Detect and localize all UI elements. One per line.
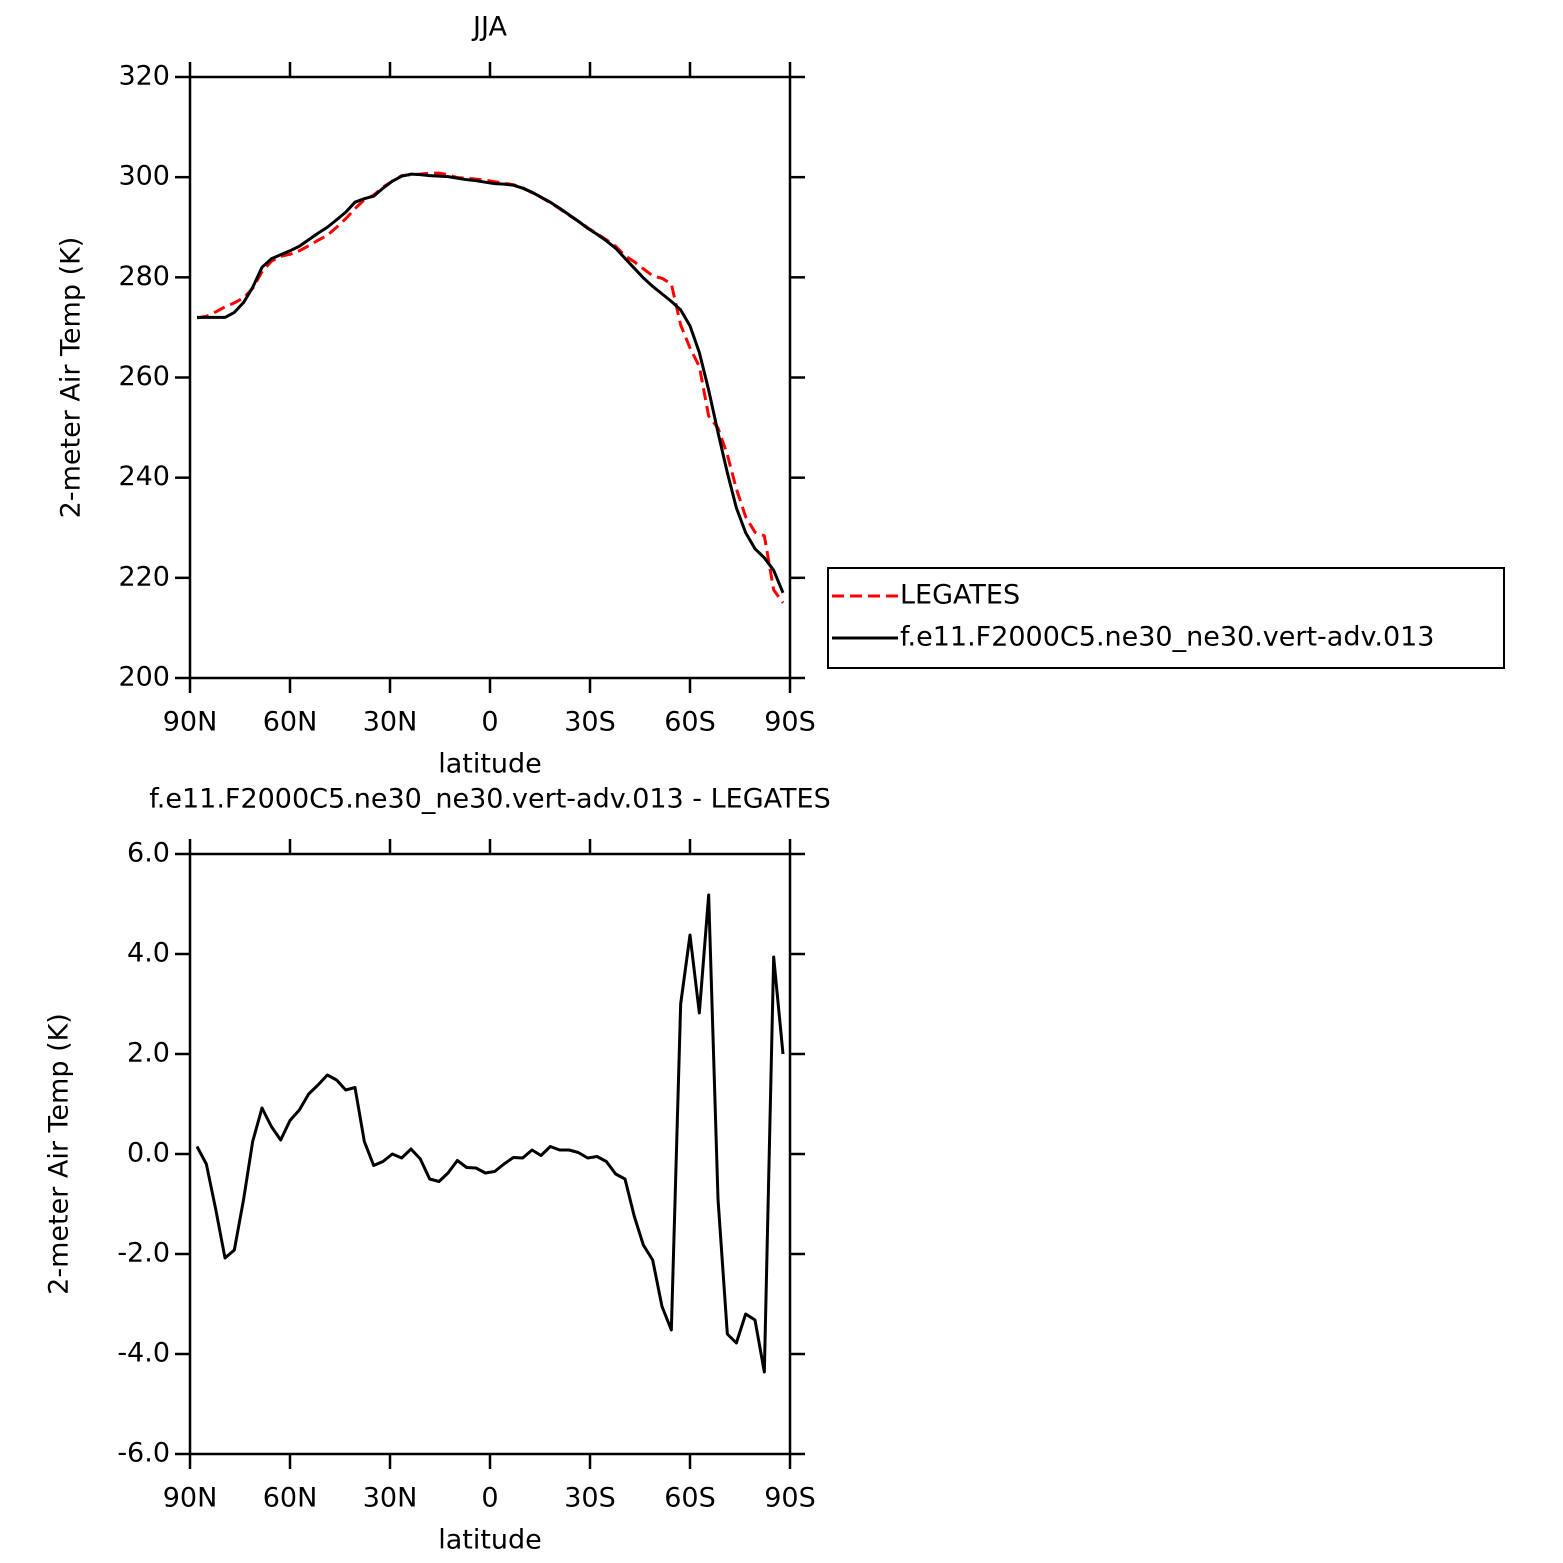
- series-line: [197, 172, 785, 594]
- x-tick-label: 0: [481, 707, 498, 738]
- x-tick-label: 60N: [263, 707, 318, 738]
- y-tick-label: 6.0: [127, 838, 170, 869]
- series-line: [195, 893, 785, 1374]
- y-tick-label: 220: [118, 561, 170, 592]
- x-tick-label: 60N: [263, 1483, 318, 1514]
- x-tick-label: 90N: [163, 1483, 218, 1514]
- series-line: [196, 171, 785, 604]
- y-tick-label: -4.0: [117, 1338, 170, 1369]
- legend-label: f.e11.F2000C5.ne30_ne30.vert-adv.013: [900, 622, 1434, 653]
- x-axis-label: latitude: [438, 1525, 542, 1556]
- y-tick-label: 240: [118, 461, 170, 492]
- x-tick-label: 30S: [564, 707, 616, 738]
- y-tick-label: 2.0: [127, 1038, 170, 1069]
- plot-frame: [188, 852, 792, 1456]
- y-tick-label: 320: [118, 61, 170, 92]
- x-tick-label: 30N: [363, 707, 418, 738]
- x-tick-label: 30N: [363, 1483, 418, 1514]
- chart-title: JJA: [471, 12, 507, 43]
- x-tick-label: 0: [481, 1483, 498, 1514]
- x-tick-label: 30S: [564, 1483, 616, 1514]
- y-tick-label: 4.0: [127, 938, 170, 969]
- chart-title: f.e11.F2000C5.ne30_ne30.vert-adv.013 - L…: [149, 784, 830, 815]
- y-tick-label: -2.0: [117, 1238, 170, 1269]
- x-tick-label: 90N: [163, 707, 218, 738]
- y-axis-label: 2-meter Air Temp (K): [56, 237, 87, 519]
- x-tick-label: 60S: [664, 707, 716, 738]
- x-axis-label: latitude: [438, 749, 542, 780]
- x-tick-label: 90S: [764, 707, 816, 738]
- x-tick-label: 90S: [764, 1483, 816, 1514]
- y-tick-label: 260: [118, 361, 170, 392]
- y-tick-label: 200: [118, 662, 170, 693]
- y-axis-label: 2-meter Air Temp (K): [44, 1013, 75, 1295]
- plot-frame: [188, 75, 792, 680]
- y-tick-label: 300: [118, 161, 170, 192]
- y-tick-label: -6.0: [117, 1438, 170, 1469]
- legend-box: [827, 567, 1505, 669]
- legend-label: LEGATES: [900, 580, 1020, 611]
- x-tick-label: 60S: [664, 1483, 716, 1514]
- y-tick-label: 280: [118, 261, 170, 292]
- y-tick-label: 0.0: [127, 1138, 170, 1169]
